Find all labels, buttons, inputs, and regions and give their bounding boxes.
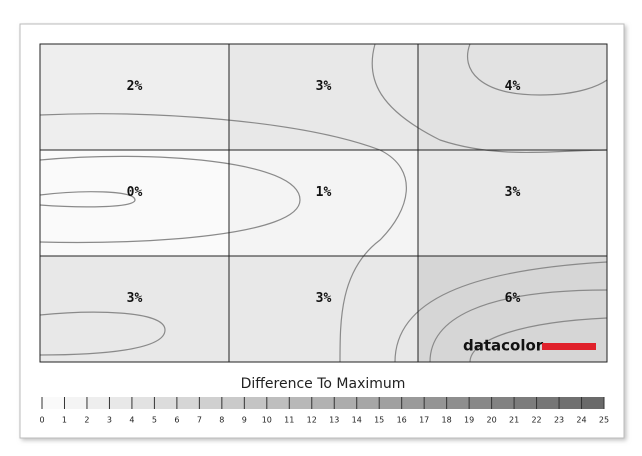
colorbar-tick-label: 17: [419, 416, 429, 425]
colorbar-tick-label: 8: [219, 416, 224, 425]
colorbar-segment: [199, 397, 222, 409]
cell: [229, 44, 418, 150]
colorbar-segment: [221, 397, 245, 409]
colorbar-tick-label: 7: [197, 416, 202, 425]
colorbar-tick-label: 16: [397, 416, 407, 425]
cell-label: 6%: [505, 291, 521, 306]
colorbar-tick-label: 20: [487, 416, 497, 425]
cell: [229, 256, 418, 362]
contours: [39, 43, 608, 363]
brand-bar: [542, 343, 596, 350]
colorbar-segment: [244, 397, 267, 409]
cell-label: 1%: [316, 185, 332, 200]
colorbar-segment: [514, 397, 537, 409]
colorbar-tick-label: 9: [242, 416, 247, 425]
colorbar-tick-label: 6: [174, 416, 179, 425]
cell: [40, 256, 229, 362]
colorbar-segment: [86, 397, 110, 409]
colorbar-segment: [289, 397, 312, 409]
colorbar-tick-label: 10: [262, 416, 272, 425]
cell-label: 3%: [505, 185, 521, 200]
colorbar-segment: [334, 397, 357, 409]
cell: [229, 150, 418, 256]
colorbar-tick-label: 2: [84, 416, 89, 425]
colorbar-tick-label: 15: [374, 416, 384, 425]
colorbar-segment: [356, 397, 380, 409]
colorbar-tick-label: 11: [284, 416, 294, 425]
colorbar-tick-label: 14: [352, 416, 362, 425]
cell: [418, 150, 607, 256]
cell: [40, 44, 229, 150]
cell-label: 3%: [127, 291, 143, 306]
colorbar-tick-label: 23: [554, 416, 564, 425]
colorbar-tick-label: 4: [129, 416, 134, 425]
colorbar-tick-label: 1: [62, 416, 67, 425]
colorbar-tick-label: 18: [442, 416, 452, 425]
colorbar-segment: [536, 397, 560, 409]
colorbar-segment: [379, 397, 402, 409]
cell-label: 0%: [127, 185, 143, 200]
colorbar-tick-label: 5: [152, 416, 157, 425]
colorbar-tick-label: 0: [39, 416, 44, 425]
cell: [418, 44, 607, 150]
colorbar-segment: [469, 397, 492, 409]
colorbar-segment: [401, 397, 425, 409]
colorbar-tick-label: 12: [307, 416, 317, 425]
cell: [40, 150, 229, 256]
colorbar-segment: [64, 397, 87, 409]
brand-logo: datacolor: [463, 337, 544, 355]
colorbar-segment: [446, 397, 470, 409]
colorbar-tick-label: 22: [531, 416, 541, 425]
cell-label: 3%: [316, 79, 332, 94]
colorbar-segment: [424, 397, 447, 409]
colorbar-tick-label: 21: [509, 416, 519, 425]
cell-label: 3%: [316, 291, 332, 306]
colorbar-segment: [491, 397, 515, 409]
colorbar-segment: [154, 397, 177, 409]
cell-label: 4%: [505, 79, 521, 94]
chart-title: Difference To Maximum: [241, 376, 406, 392]
colorbar-tick-label: 3: [107, 416, 112, 425]
colorbar-tick-label: 13: [329, 416, 339, 425]
colorbar-segment: [109, 397, 132, 409]
plot-border: [39, 43, 608, 363]
colorbar-segment: [131, 397, 155, 409]
colorbar-segment: [266, 397, 290, 409]
colorbar-tick-label: 19: [464, 416, 474, 425]
colorbar-segment: [176, 397, 200, 409]
colorbar-tick-label: 24: [576, 416, 586, 425]
colorbar-segment: [559, 397, 582, 409]
cell-label: 2%: [127, 79, 143, 94]
colorbar-segment: [311, 397, 335, 409]
colorbar-tick-label: 25: [599, 416, 609, 425]
colorbar-segment: [42, 397, 65, 409]
colorbar-segment: [581, 397, 604, 409]
